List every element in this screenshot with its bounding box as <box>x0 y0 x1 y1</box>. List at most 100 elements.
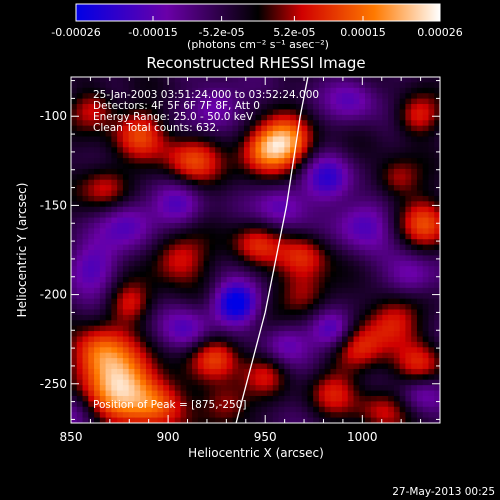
heatmap-cell <box>255 395 262 402</box>
heatmap-cell <box>318 325 326 332</box>
heatmap-cell <box>307 287 314 294</box>
heatmap-cell <box>174 82 181 89</box>
heatmap-cell <box>203 195 210 202</box>
heatmap-cell <box>122 195 130 202</box>
heatmap-cell <box>163 201 170 208</box>
heatmap-cell <box>243 320 251 327</box>
heatmap-cell <box>330 341 337 348</box>
heatmap-cell <box>232 152 239 159</box>
heatmap-cell <box>163 136 170 143</box>
heatmap-cell <box>261 185 268 191</box>
heatmap-cell <box>203 109 210 116</box>
heatmap-cell <box>284 152 291 159</box>
heatmap-cell <box>393 401 401 408</box>
heatmap-cell <box>220 77 228 83</box>
heatmap-cell <box>226 331 233 337</box>
heatmap-cell <box>226 222 233 229</box>
heatmap-cell <box>140 244 147 251</box>
heatmap-cell <box>393 352 401 359</box>
heatmap-cell <box>272 331 279 337</box>
heatmap-cell <box>422 412 429 418</box>
heatmap-cell <box>197 174 205 181</box>
heatmap-cell <box>336 147 343 154</box>
heatmap-cell <box>359 147 366 154</box>
heatmap-cell <box>376 395 383 402</box>
heatmap-cell <box>88 293 95 300</box>
heatmap-cell <box>174 341 181 348</box>
heatmap-cell <box>307 320 314 327</box>
heatmap-cell <box>290 179 297 186</box>
heatmap-cell <box>416 325 424 332</box>
heatmap-cell <box>434 304 440 310</box>
heatmap-cell <box>105 109 112 116</box>
heatmap-cell <box>94 314 101 321</box>
heatmap-cell <box>301 104 308 110</box>
heatmap-cell <box>416 185 424 191</box>
heatmap-cell <box>393 412 401 418</box>
heatmap-cell <box>197 104 205 110</box>
heatmap-cell <box>405 87 412 94</box>
heatmap-cell <box>301 406 308 413</box>
heatmap-cell <box>399 228 406 235</box>
heatmap-cell <box>192 352 199 359</box>
heatmap-cell <box>145 222 153 229</box>
heatmap-cell <box>71 417 78 423</box>
heatmap-cell <box>186 98 193 105</box>
heatmap-cell <box>399 98 406 105</box>
heatmap-cell <box>422 163 429 170</box>
heatmap-cell <box>186 287 193 294</box>
heatmap-cell <box>272 325 279 332</box>
heatmap-cell <box>94 358 101 364</box>
heatmap-cell <box>301 314 308 321</box>
heatmap-cell <box>295 347 303 354</box>
heatmap-cell <box>416 341 424 348</box>
heatmap-cell <box>243 293 251 300</box>
heatmap-cell <box>94 141 101 148</box>
heatmap-cell <box>94 104 101 110</box>
heatmap-cell <box>94 109 101 116</box>
heatmap-cell <box>434 104 440 110</box>
heatmap-cell <box>203 87 210 94</box>
heatmap-cell <box>336 168 343 175</box>
heatmap-cell <box>365 417 372 423</box>
heatmap-cell <box>99 158 106 164</box>
heatmap-cell <box>353 390 360 397</box>
heatmap-cell <box>405 406 412 413</box>
heatmap-cell <box>416 277 424 283</box>
heatmap-cell <box>226 195 233 202</box>
heatmap-cell <box>140 358 147 364</box>
heatmap-cell <box>307 201 314 208</box>
heatmap-cell <box>267 163 274 170</box>
heatmap-cell <box>192 277 199 283</box>
heatmap-cell <box>128 412 135 418</box>
heatmap-cell <box>336 309 343 316</box>
heatmap-cell <box>376 390 383 397</box>
heatmap-cell <box>284 255 291 262</box>
heatmap-cell <box>180 120 187 127</box>
heatmap-cell <box>186 233 193 240</box>
heatmap-cell <box>347 179 354 186</box>
heatmap-cell <box>192 239 199 245</box>
heatmap-cell <box>174 131 181 137</box>
heatmap-cell <box>405 395 412 402</box>
heatmap-cell <box>76 179 83 186</box>
heatmap-cell <box>243 347 251 354</box>
heatmap-cell <box>301 260 308 267</box>
heatmap-cell <box>122 255 130 262</box>
heatmap-cell <box>99 190 106 197</box>
heatmap-cell <box>347 206 354 213</box>
heatmap-cell <box>295 109 303 116</box>
heatmap-cell <box>71 87 78 94</box>
heatmap-cell <box>249 87 256 94</box>
heatmap-cell <box>186 320 193 327</box>
heatmap-cell <box>336 363 343 370</box>
heatmap-cell <box>128 331 135 337</box>
heatmap-cell <box>192 174 199 181</box>
heatmap-cell <box>180 201 187 208</box>
heatmap-cell <box>243 331 251 337</box>
heatmap-cell <box>313 255 320 262</box>
heatmap-cell <box>192 395 199 402</box>
heatmap-cell <box>434 358 440 364</box>
heatmap-cell <box>145 347 153 354</box>
heatmap-cell <box>370 417 377 423</box>
